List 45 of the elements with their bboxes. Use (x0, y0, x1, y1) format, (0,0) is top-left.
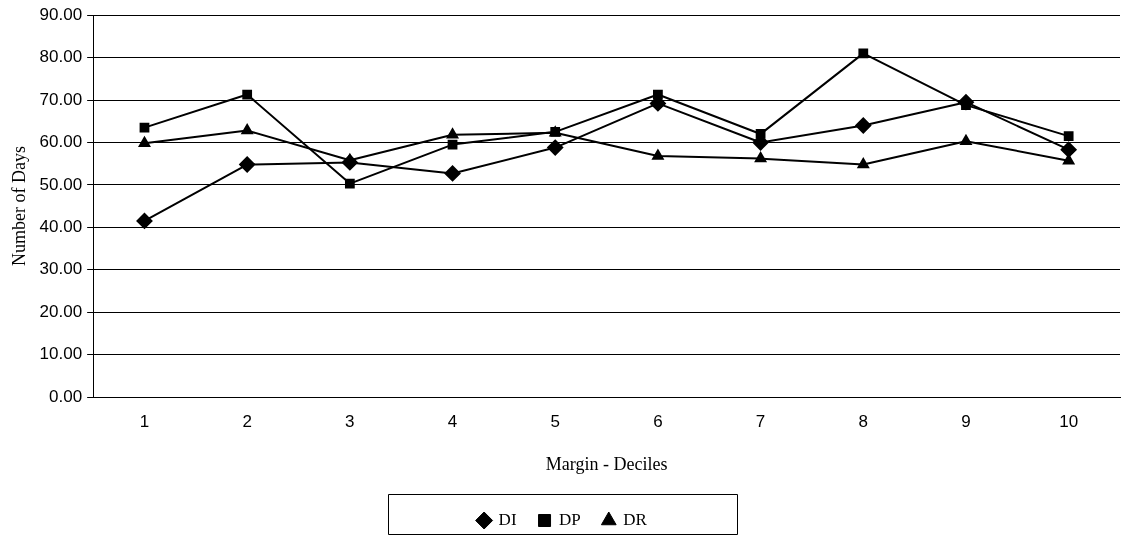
point (957, 94, 974, 111)
point (239, 156, 256, 173)
point (960, 134, 972, 145)
point (444, 165, 461, 182)
legend-label: DR (623, 509, 648, 529)
y-tick-label: 40.00 (39, 217, 83, 236)
point (652, 149, 664, 160)
point (138, 136, 151, 148)
y-axis-title: Number of Days (8, 146, 29, 267)
point (344, 178, 355, 189)
y-tick-label: 70.00 (39, 89, 83, 109)
y-tick-label: 80.00 (39, 47, 83, 67)
x-tick-label: 1 (139, 411, 150, 431)
x-tick-label: 10 (1059, 411, 1079, 431)
x-tick-label: 5 (550, 411, 560, 431)
x-axis-title: Margin - Deciles (545, 453, 668, 474)
point (341, 154, 358, 171)
point (136, 212, 153, 229)
point (855, 117, 872, 134)
y-tick-label: 20.00 (39, 301, 83, 321)
point (754, 152, 767, 163)
x-tick-label: 6 (653, 411, 663, 431)
y-tick-label: 60.00 (39, 132, 83, 152)
point (242, 89, 253, 100)
x-tick-label: 7 (755, 411, 766, 431)
point (446, 128, 459, 139)
y-tick-label: 0.00 (49, 386, 83, 406)
x-tick-label: 8 (858, 411, 869, 431)
x-tick-label: 9 (961, 411, 971, 431)
point (139, 122, 150, 133)
y-tick-label: 50.00 (39, 174, 83, 194)
x-tick-label: 3 (345, 411, 355, 431)
x-tick-label: 4 (447, 411, 458, 431)
point (1063, 131, 1074, 141)
y-tick-label: 10.00 (39, 344, 83, 364)
y-tick-label: 30.00 (39, 259, 83, 279)
x-tick-label: 2 (242, 411, 252, 431)
legend-label: DP (559, 509, 581, 529)
point (547, 139, 564, 156)
point (1060, 141, 1077, 158)
y-tick-label: 90.00 (39, 4, 83, 24)
point (857, 158, 870, 169)
point (241, 124, 253, 135)
legend-label: DI (498, 509, 517, 529)
point (858, 48, 869, 59)
